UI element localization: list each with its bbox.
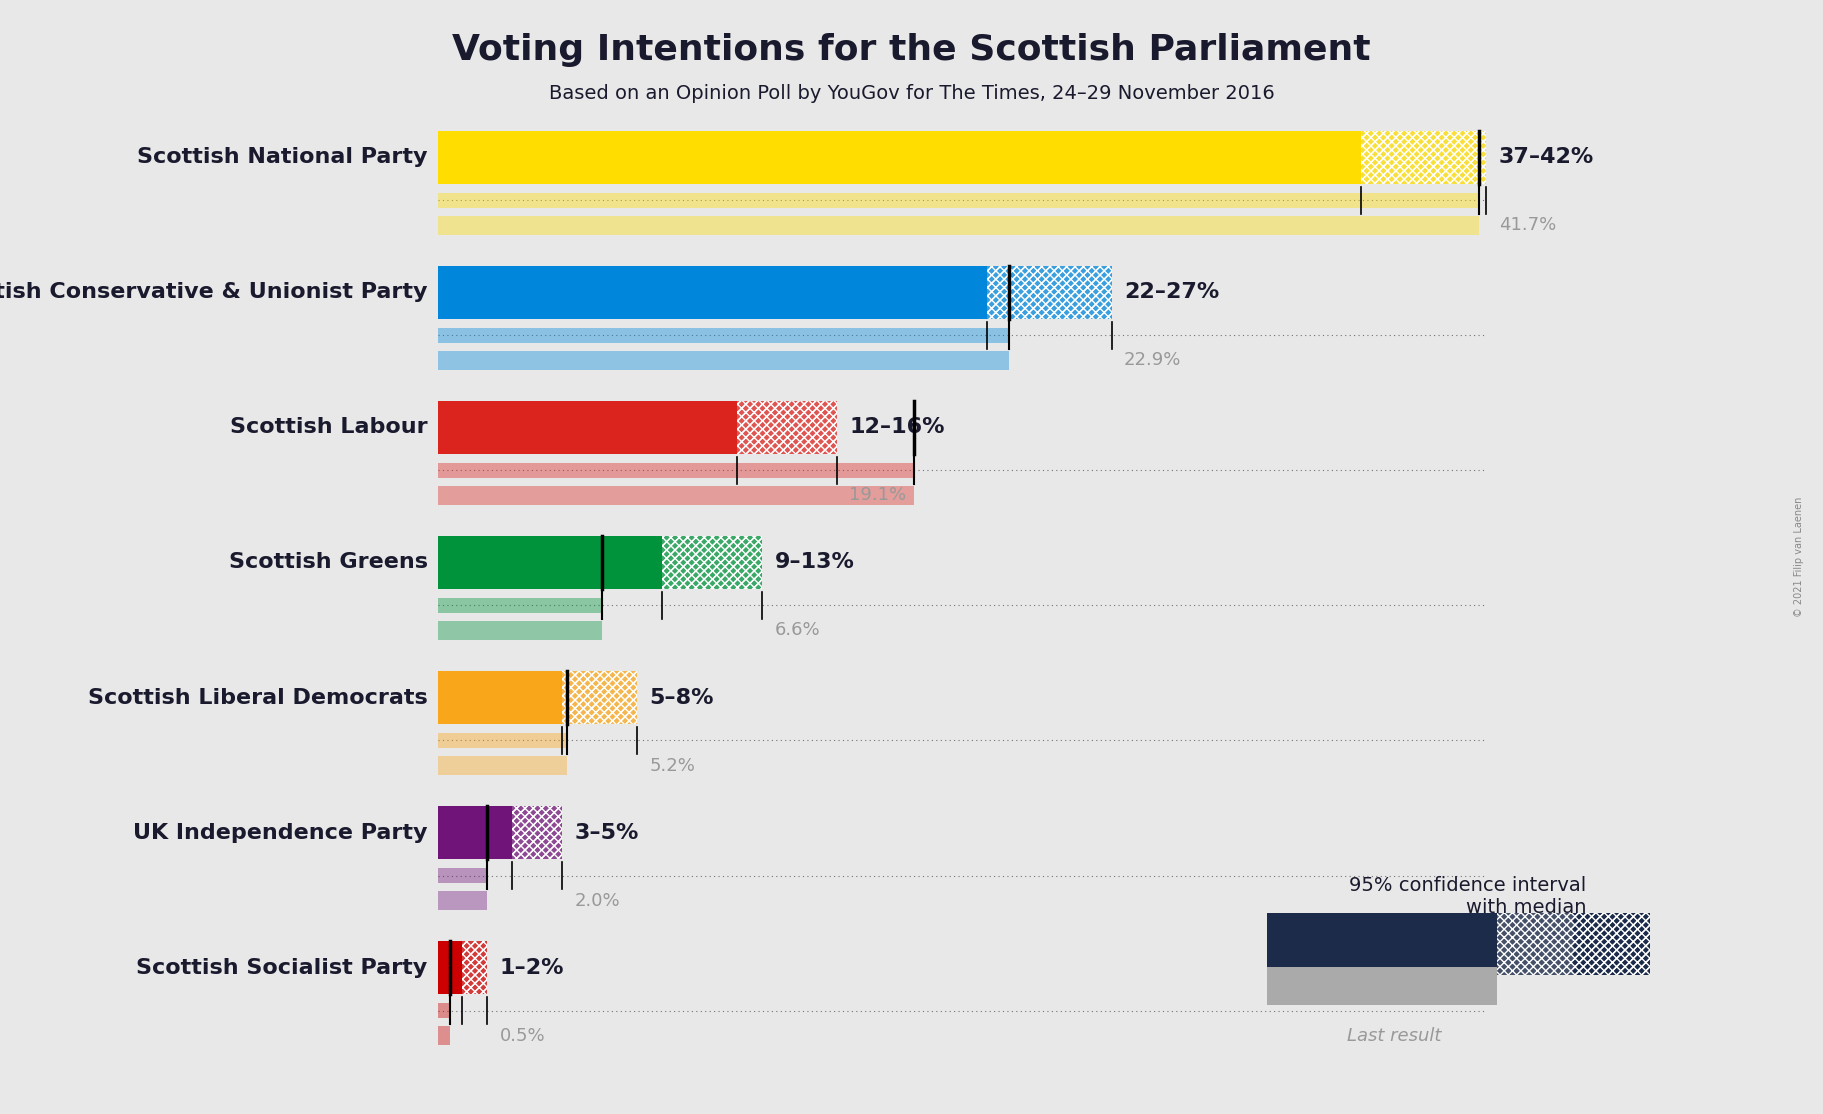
- Bar: [561, 671, 638, 724]
- Bar: [438, 1026, 450, 1045]
- Text: 3–5%: 3–5%: [574, 822, 640, 842]
- Bar: [438, 807, 512, 859]
- Text: 19.1%: 19.1%: [850, 487, 906, 505]
- Bar: [986, 266, 1112, 319]
- Bar: [1267, 913, 1497, 975]
- Bar: [736, 401, 837, 453]
- Text: © 2021 Filip van Laenen: © 2021 Filip van Laenen: [1794, 497, 1805, 617]
- Bar: [662, 536, 762, 589]
- Bar: [438, 733, 567, 747]
- Bar: [438, 941, 463, 994]
- Bar: [1573, 913, 1650, 975]
- Text: 0.5%: 0.5%: [500, 1027, 545, 1045]
- Text: Scottish National Party: Scottish National Party: [137, 147, 428, 167]
- Bar: [736, 401, 837, 453]
- Text: Scottish Labour: Scottish Labour: [230, 418, 428, 438]
- Text: 2.0%: 2.0%: [574, 891, 620, 910]
- Bar: [986, 266, 1112, 319]
- Bar: [512, 807, 561, 859]
- Bar: [463, 941, 487, 994]
- Bar: [438, 891, 487, 910]
- Bar: [736, 401, 837, 453]
- Bar: [561, 671, 638, 724]
- Bar: [1362, 130, 1486, 184]
- Bar: [438, 671, 561, 724]
- Bar: [1573, 913, 1650, 975]
- Bar: [512, 807, 561, 859]
- Bar: [561, 671, 638, 724]
- Text: 9–13%: 9–13%: [775, 553, 855, 573]
- Bar: [438, 620, 602, 641]
- Bar: [438, 266, 986, 319]
- Bar: [463, 941, 487, 994]
- Bar: [438, 756, 567, 775]
- Text: 22.9%: 22.9%: [1125, 351, 1181, 370]
- Bar: [438, 1004, 450, 1018]
- Text: 12–16%: 12–16%: [850, 418, 944, 438]
- Bar: [1362, 130, 1486, 184]
- Bar: [1362, 130, 1486, 184]
- Bar: [438, 130, 1362, 184]
- Bar: [438, 598, 602, 613]
- Bar: [438, 193, 1478, 207]
- Bar: [1267, 967, 1497, 1005]
- Bar: [1497, 913, 1573, 975]
- Bar: [662, 536, 762, 589]
- Text: Scottish Socialist Party: Scottish Socialist Party: [137, 958, 428, 978]
- Text: Scottish Greens: Scottish Greens: [228, 553, 428, 573]
- Bar: [438, 401, 736, 453]
- Text: UK Independence Party: UK Independence Party: [133, 822, 428, 842]
- Bar: [438, 868, 487, 883]
- Bar: [438, 328, 1010, 343]
- Text: 6.6%: 6.6%: [775, 622, 820, 639]
- Bar: [512, 807, 561, 859]
- Bar: [438, 486, 915, 505]
- Text: 5.2%: 5.2%: [649, 756, 696, 774]
- Bar: [438, 463, 915, 478]
- Text: Scottish Conservative & Unionist Party: Scottish Conservative & Unionist Party: [0, 282, 428, 302]
- Text: 41.7%: 41.7%: [1499, 216, 1555, 234]
- Bar: [463, 941, 487, 994]
- Bar: [986, 266, 1112, 319]
- Bar: [438, 351, 1010, 370]
- Text: 95% confidence interval
with median: 95% confidence interval with median: [1349, 877, 1586, 917]
- Text: 5–8%: 5–8%: [649, 687, 715, 707]
- Text: 22–27%: 22–27%: [1125, 282, 1220, 302]
- Bar: [1573, 913, 1650, 975]
- Text: Scottish Liberal Democrats: Scottish Liberal Democrats: [88, 687, 428, 707]
- Bar: [662, 536, 762, 589]
- Text: 37–42%: 37–42%: [1499, 147, 1593, 167]
- Text: Voting Intentions for the Scottish Parliament: Voting Intentions for the Scottish Parli…: [452, 33, 1371, 68]
- Bar: [438, 216, 1478, 235]
- Text: 1–2%: 1–2%: [500, 958, 565, 978]
- Bar: [1497, 913, 1573, 975]
- Text: Based on an Opinion Poll by YouGov for The Times, 24–29 November 2016: Based on an Opinion Poll by YouGov for T…: [549, 84, 1274, 102]
- Text: Last result: Last result: [1347, 1027, 1442, 1045]
- Bar: [438, 536, 662, 589]
